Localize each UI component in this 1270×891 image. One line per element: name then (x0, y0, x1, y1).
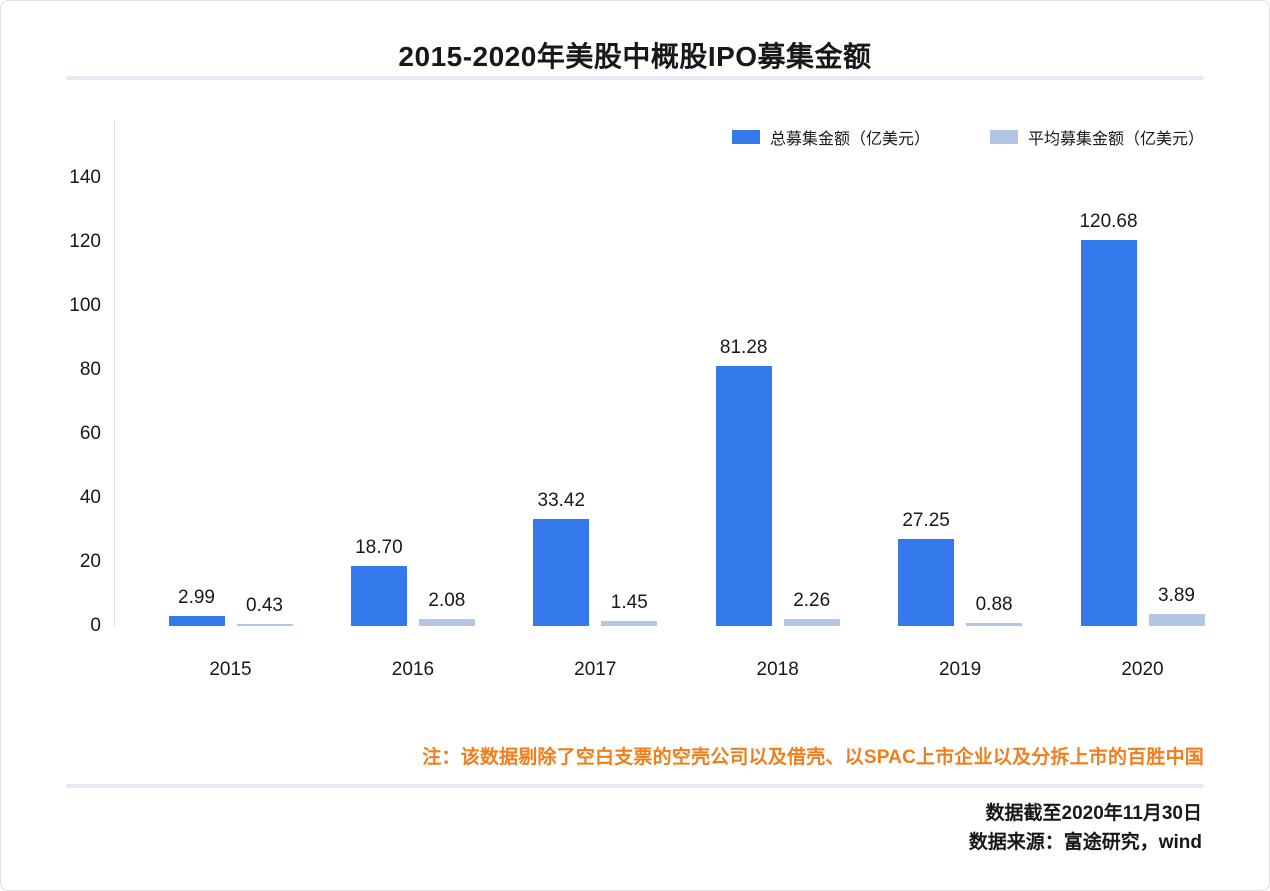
bar-value-label-total_raised-2017: 33.42 (537, 490, 586, 512)
y-tick-label: 40 (79, 487, 101, 508)
bottom-divider (66, 784, 1204, 788)
bar-total_raised-2019 (898, 538, 955, 626)
bar-average_raised-2017 (601, 621, 658, 626)
bar-total_raised-2016 (350, 566, 407, 626)
legend-swatch-total (731, 130, 760, 144)
bar-value-label-average_raised-2020: 3.89 (1158, 584, 1195, 606)
bar-total_raised-2020 (1080, 239, 1137, 626)
bar-total_raised-2018 (715, 365, 772, 626)
x-tick-label-2017: 2017 (574, 659, 617, 680)
y-tick-label: 100 (69, 295, 101, 316)
data-note: 注：该数据剔除了空白支票的空壳公司以及借壳、以SPAC上市企业以及分拆上市的百胜… (422, 747, 1204, 768)
x-tick-label-2018: 2018 (756, 659, 799, 680)
bar-value-label-total_raised-2020: 120.68 (1079, 210, 1138, 232)
y-axis-line (114, 121, 115, 626)
y-tick-label: 80 (79, 359, 101, 380)
legend: 总募集金额（亿美元） 平均募集金额（亿美元） (731, 125, 1204, 149)
bar-total_raised-2015 (168, 616, 225, 626)
bar-value-label-average_raised-2016: 2.08 (428, 590, 466, 612)
data-source-footer: 数据截至2020年11月30日 数据来源：富途研究，wind (969, 799, 1202, 857)
bar-value-label-average_raised-2017: 1.45 (610, 592, 648, 614)
y-tick-label: 140 (69, 167, 101, 188)
x-tick-label-2019: 2019 (938, 659, 982, 680)
legend-label-average: 平均募集金额（亿美元） (1027, 131, 1204, 148)
bar-value-label-total_raised-2015: 2.99 (178, 587, 215, 609)
top-divider (66, 76, 1204, 80)
y-tick-label: 20 (79, 551, 101, 572)
bar-total_raised-2017 (533, 519, 590, 626)
x-tick-label-2015: 2015 (209, 659, 252, 680)
legend-label-total: 总募集金额（亿美元） (769, 131, 930, 148)
bar-average_raised-2020 (1148, 613, 1205, 626)
bar-average_raised-2016 (418, 619, 475, 626)
bar-value-label-average_raised-2019: 0.88 (975, 594, 1013, 616)
legend-item-total: 总募集金额（亿美元） (731, 125, 930, 149)
bar-average_raised-2018 (783, 618, 840, 626)
x-tick-label-2016: 2016 (391, 659, 435, 680)
bar-value-label-total_raised-2016: 18.70 (355, 537, 403, 559)
bar-value-label-total_raised-2019: 27.25 (902, 509, 950, 531)
y-tick-label: 60 (79, 423, 101, 444)
bar-value-label-average_raised-2018: 2.26 (793, 589, 831, 611)
data-source: 数据来源：富途研究，wind (968, 832, 1202, 853)
data-cutoff-date: 数据截至2020年11月30日 (985, 803, 1203, 824)
y-tick-label: 120 (69, 231, 101, 252)
legend-item-average: 平均募集金额（亿美元） (989, 125, 1204, 149)
legend-swatch-average (989, 130, 1018, 144)
y-tick-label: 0 (90, 615, 101, 636)
bar-average_raised-2019 (966, 623, 1023, 626)
bar-average_raised-2015 (236, 624, 293, 626)
chart-title: 2015-2020年美股中概股IPO募集金额 (398, 41, 872, 72)
bar-value-label-total_raised-2018: 81.28 (719, 336, 768, 358)
bar-value-label-average_raised-2015: 0.43 (246, 595, 283, 616)
x-tick-label-2020: 2020 (1121, 659, 1164, 680)
